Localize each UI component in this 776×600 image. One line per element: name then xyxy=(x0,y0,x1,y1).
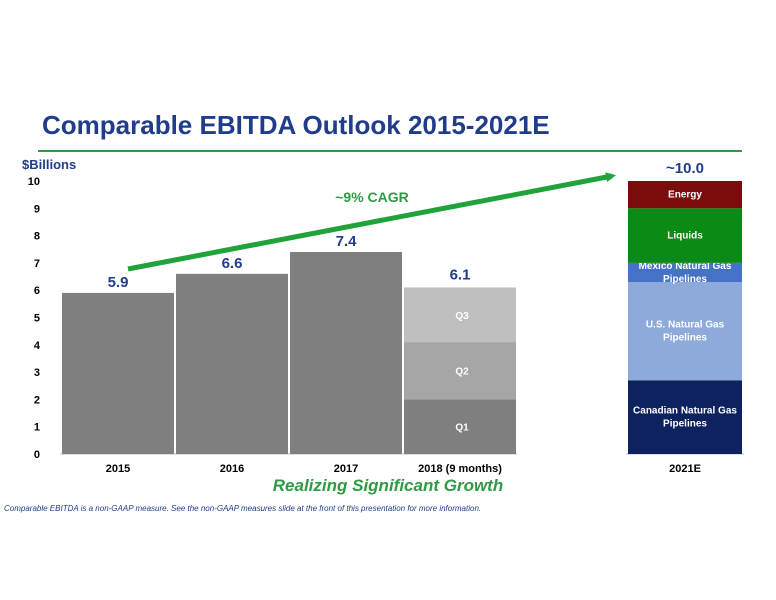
x-tick-label: 2017 xyxy=(334,463,358,475)
y-tick-label: 4 xyxy=(34,340,41,352)
segment-label-mexico-natural-gas-pipelines: Mexico Natural Gas Pipelines xyxy=(639,261,732,285)
segment-label-liquids: Liquids xyxy=(667,231,703,242)
x-tick-label: 2016 xyxy=(220,463,244,475)
y-tick-label: 6 xyxy=(34,285,40,297)
segment-canadian-natural-gas-pipelines xyxy=(628,380,742,454)
cagr-arrow xyxy=(127,172,616,272)
segment-q3 xyxy=(404,287,516,343)
y-axis-label: $Billions xyxy=(22,157,76,172)
y-tick-label: 1 xyxy=(34,422,40,434)
segment-q1 xyxy=(404,399,516,454)
page-title: Comparable EBITDA Outlook 2015-2021E xyxy=(42,110,550,140)
segment-mexico-natural-gas-pipelines xyxy=(628,262,742,283)
x-tick-label: 2021E xyxy=(669,463,701,475)
y-tick-label: 3 xyxy=(34,367,40,379)
x-tick-label: 2018 (9 months) xyxy=(418,463,502,475)
value-labels: 5.9 6.6 7.4 6.1 ~10.0 xyxy=(108,160,704,291)
bar-group: Q1 Q2 Q3 Canadian Natural Gas Pipelines U.S. … xyxy=(60,181,744,455)
segment-liquids xyxy=(628,208,742,263)
value-label-2016: 6.6 xyxy=(222,255,243,272)
bar-2017 xyxy=(290,251,402,454)
tagline-text: Realizing Significant Growth xyxy=(272,476,504,495)
bar-2016 xyxy=(176,273,288,454)
value-label-2021e: ~10.0 xyxy=(666,160,704,177)
segment-energy xyxy=(628,181,742,209)
y-tick-label: 5 xyxy=(34,313,40,325)
y-tick-label: 8 xyxy=(34,231,40,243)
y-tick-label: 10 xyxy=(28,176,40,188)
segment-label-u-s-natural-gas-pipelines: U.S. Natural Gas Pipelines xyxy=(646,320,725,344)
cagr-annotation: ~9% CAGR xyxy=(335,189,409,205)
y-tick-label: 7 xyxy=(34,258,40,270)
segment-label-energy: Energy xyxy=(668,190,702,201)
segment-q2 xyxy=(404,342,516,400)
value-label-2018: 6.1 xyxy=(450,266,471,283)
y-tick-label: 9 xyxy=(34,203,40,215)
x-tick-label: 2015 xyxy=(106,463,130,475)
segment-label-q3: Q3 xyxy=(455,311,469,322)
value-label-2017: 7.4 xyxy=(336,233,358,250)
tagline: Realizing Significant Growth xyxy=(0,476,776,496)
x-axis: 2015 2016 2017 2018 (9 months) 2021E xyxy=(106,463,701,475)
segment-label-q2: Q2 xyxy=(455,367,469,378)
footnote: Comparable EBITDA is a non-GAAP measure.… xyxy=(4,504,482,513)
y-axis: 0 1 2 3 4 5 6 7 8 9 10 xyxy=(28,176,41,461)
y-tick-label: 0 xyxy=(34,449,40,461)
segment-label-q1: Q1 xyxy=(455,423,469,434)
y-tick-label: 2 xyxy=(34,394,40,406)
segment-u-s-natural-gas-pipelines xyxy=(628,282,742,381)
title-underline xyxy=(38,150,742,152)
value-label-2015: 5.9 xyxy=(108,274,129,291)
bar-2015 xyxy=(62,292,174,454)
segment-label-canadian-natural-gas-pipelines: Canadian Natural Gas Pipelines xyxy=(633,406,737,430)
